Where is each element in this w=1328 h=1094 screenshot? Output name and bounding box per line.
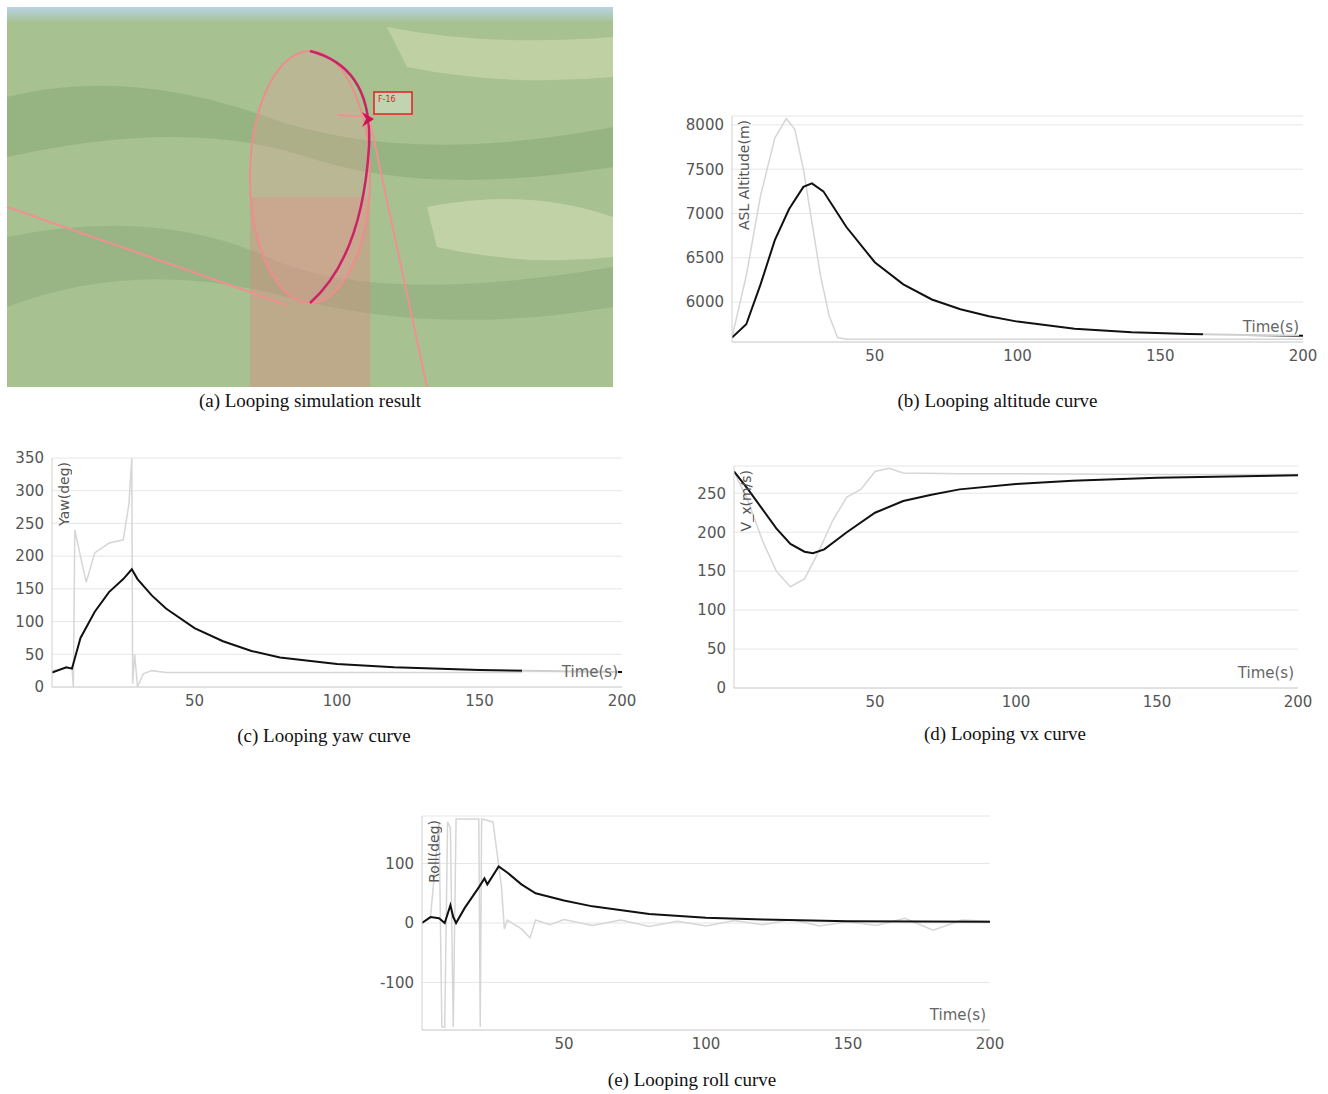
- html-text:ASL Altitude(m): ASL Altitude(m): [736, 120, 752, 230]
- svg-text:8000: 8000: [686, 116, 724, 134]
- svg-text:0: 0: [404, 914, 414, 932]
- svg-text:150: 150: [1146, 347, 1175, 365]
- svg-text:6000: 6000: [686, 293, 724, 311]
- svg-text:100: 100: [385, 855, 414, 873]
- html-text:(d) Looping vx curve: (d) Looping vx curve: [924, 723, 1086, 744]
- svg-text:50: 50: [554, 1035, 573, 1053]
- html-text:(b) Looping altitude curve: (b) Looping altitude curve: [897, 390, 1098, 411]
- svg-text:100: 100: [1003, 347, 1032, 365]
- svg-text:150: 150: [1143, 693, 1172, 711]
- svg-text:200: 200: [15, 547, 44, 565]
- svg-text:300: 300: [15, 482, 44, 500]
- svg-text:150: 150: [465, 692, 494, 710]
- svg-text:200: 200: [608, 692, 637, 710]
- svg-text:100: 100: [697, 601, 726, 619]
- svg-text:100: 100: [15, 613, 44, 631]
- svg-text:100: 100: [323, 692, 352, 710]
- html-text:Time(s): Time(s): [929, 1006, 986, 1024]
- svg-text:150: 150: [697, 562, 726, 580]
- svg-text:50: 50: [185, 692, 204, 710]
- svg-text:100: 100: [692, 1035, 721, 1053]
- svg-text:150: 150: [834, 1035, 863, 1053]
- html-text:Time(s): Time(s): [561, 663, 618, 681]
- svg-text:200: 200: [697, 524, 726, 542]
- svg-text:50: 50: [707, 640, 726, 658]
- svg-text:150: 150: [15, 580, 44, 598]
- html-text:(a) Looping simulation result: (a) Looping simulation result: [198, 390, 422, 411]
- html-text:Yaw(deg): Yaw(deg): [56, 462, 72, 526]
- svg-text:200: 200: [1284, 693, 1313, 711]
- svg-text:250: 250: [697, 485, 726, 503]
- html-text:(c) Looping yaw curve: (c) Looping yaw curve: [237, 725, 411, 746]
- svg-text:0: 0: [716, 679, 726, 697]
- svg-text:F-16: F-16: [378, 95, 396, 104]
- html-text:Roll(deg): Roll(deg): [426, 820, 442, 883]
- html-text:Time(s): Time(s): [1242, 318, 1299, 336]
- svg-text:200: 200: [976, 1035, 1005, 1053]
- html-text:(e) Looping roll curve: (e) Looping roll curve: [607, 1069, 777, 1090]
- svg-text:6500: 6500: [686, 249, 724, 267]
- svg-text:50: 50: [865, 693, 884, 711]
- svg-text:7500: 7500: [686, 161, 724, 179]
- svg-text:50: 50: [865, 347, 884, 365]
- html-text:V_x(m/s): V_x(m/s): [738, 470, 754, 532]
- html-text:Time(s): Time(s): [1237, 664, 1294, 682]
- svg-text:7000: 7000: [686, 205, 724, 223]
- svg-text:350: 350: [15, 450, 44, 467]
- svg-text:250: 250: [15, 515, 44, 533]
- svg-text:-100: -100: [380, 974, 414, 992]
- svg-text:200: 200: [1289, 347, 1318, 365]
- svg-text:0: 0: [34, 678, 44, 696]
- svg-text:50: 50: [25, 646, 44, 664]
- svg-text:100: 100: [1002, 693, 1031, 711]
